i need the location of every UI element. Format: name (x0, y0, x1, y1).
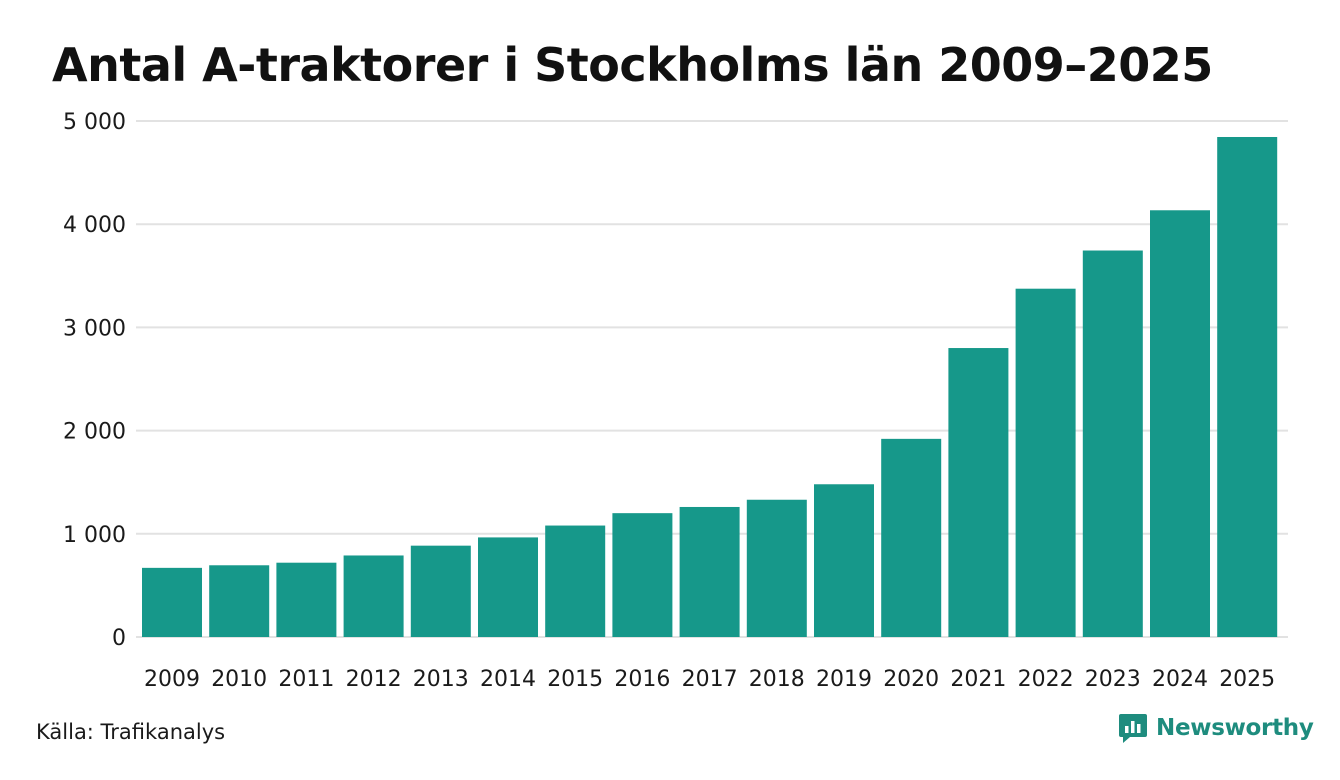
bar-2025 (1217, 136, 1278, 637)
bar-2023 (1082, 250, 1143, 638)
source-note: Källa: Trafikanalys (36, 720, 226, 744)
brand-name: Newsworthy (1156, 715, 1314, 741)
x-tick-label: 2018 (749, 667, 805, 692)
y-tick-label: 5 000 (63, 110, 126, 135)
x-tick-label: 2012 (346, 667, 402, 692)
bar-2016 (612, 513, 673, 637)
x-tick-label: 2009 (144, 667, 200, 692)
bar-2024 (1150, 210, 1210, 637)
y-tick-label: 1 000 (63, 523, 126, 548)
x-tick-label: 2023 (1085, 667, 1141, 692)
x-tick-label: 2013 (413, 667, 469, 692)
chart-title: Antal A-traktorer i Stockholms län 2009–… (52, 38, 1213, 92)
x-tick-label: 2020 (883, 667, 939, 692)
bar-2018 (746, 499, 807, 637)
x-tick-label: 2022 (1018, 667, 1074, 692)
x-tick-label: 2017 (682, 667, 738, 692)
y-tick-label: 4 000 (63, 213, 126, 238)
bar-2012 (343, 555, 404, 637)
x-tick-label: 2010 (211, 667, 267, 692)
bar-2014 (478, 537, 538, 637)
y-tick-label: 0 (112, 626, 126, 651)
bar-2020 (881, 438, 942, 637)
bar-2019 (814, 484, 874, 637)
y-tick-label: 2 000 (63, 420, 126, 445)
x-tick-label: 2025 (1219, 667, 1275, 692)
x-tick-label: 2016 (614, 667, 670, 692)
bar-2009 (142, 567, 202, 637)
bar-chart: 0 1 000 2 000 3 000 4 000 5 000 2009 2010 2011 20… (63, 110, 1288, 692)
y-tick-label: 3 000 (63, 316, 126, 341)
bar-2022 (1015, 288, 1076, 637)
x-tick-label: 2019 (816, 667, 872, 692)
x-tick-label: 2024 (1152, 667, 1208, 692)
x-tick-label: 2021 (950, 667, 1006, 692)
bar-2021 (948, 348, 1009, 637)
brand-logo: Newsworthy (1118, 712, 1314, 744)
bar-2011 (276, 562, 337, 637)
bar-2015 (545, 525, 606, 637)
newsworthy-logo-icon (1119, 714, 1147, 743)
bar-2010 (209, 565, 270, 637)
bar-2017 (679, 506, 740, 637)
x-tick-label: 2015 (547, 667, 603, 692)
x-tick-label: 2014 (480, 667, 536, 692)
bar-2013 (410, 545, 471, 637)
x-tick-label: 2011 (278, 667, 334, 692)
